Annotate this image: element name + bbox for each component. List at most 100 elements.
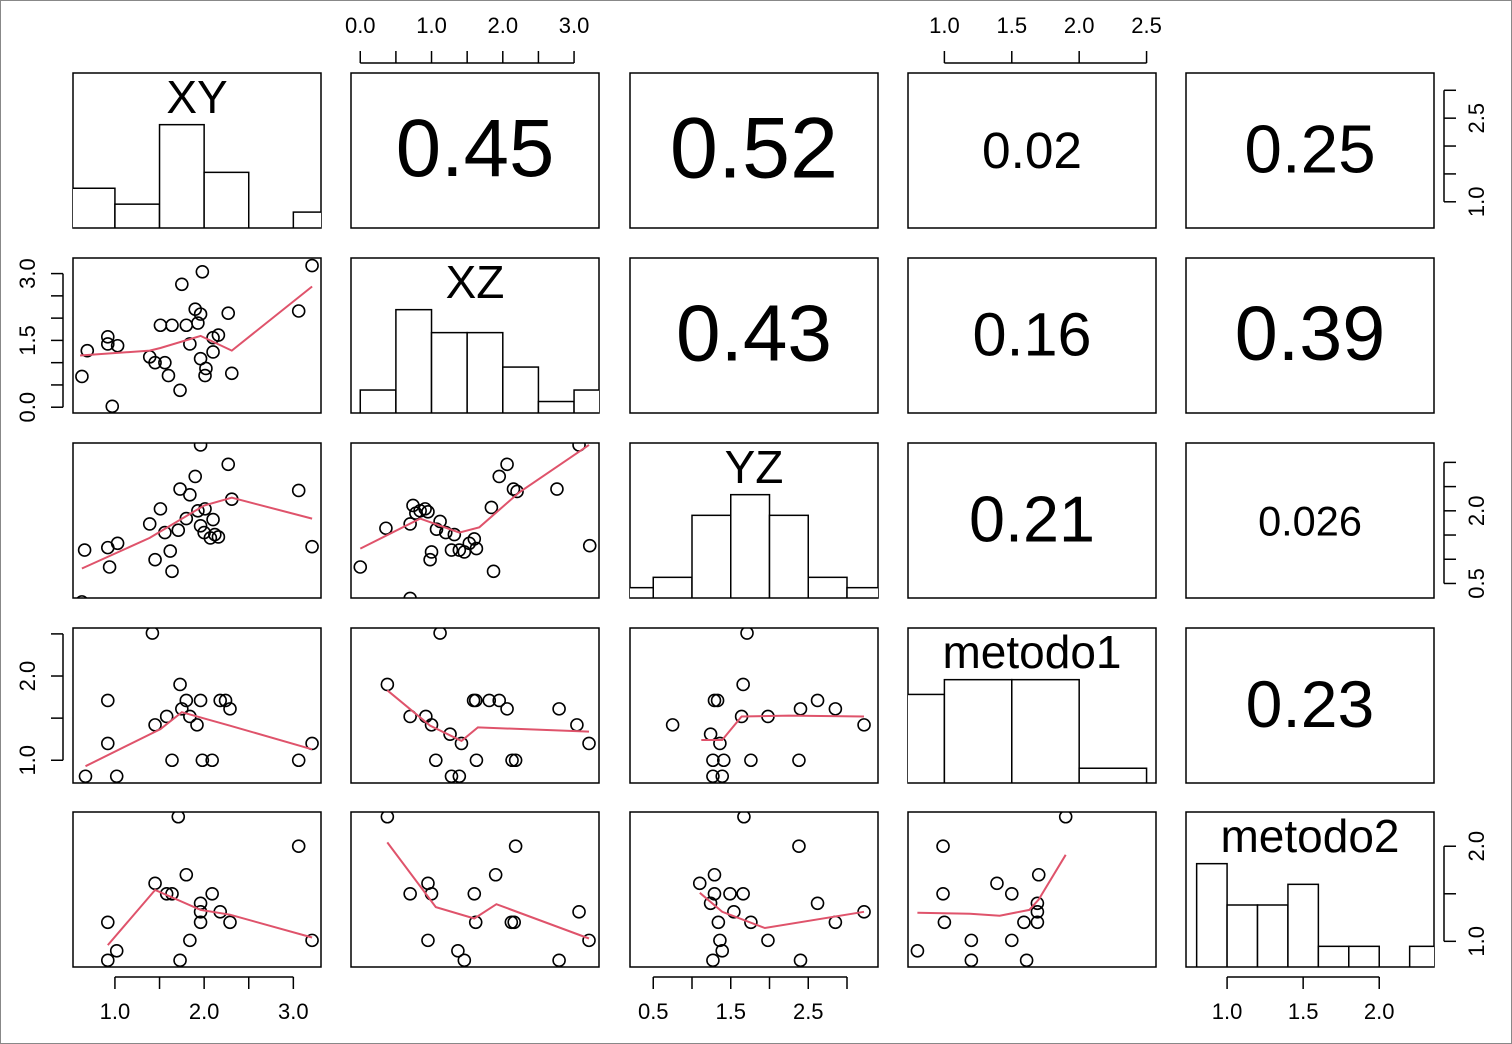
scatter-panel: [76, 443, 319, 598]
point: [224, 366, 239, 381]
variable-label: YZ: [725, 441, 784, 493]
point: [305, 736, 319, 751]
correlation: 0.39: [1235, 291, 1385, 377]
hist-bar: [846, 586, 878, 598]
point: [736, 677, 750, 692]
point: [500, 457, 514, 472]
point: [1017, 915, 1031, 930]
panel: [629, 72, 879, 229]
point: [1019, 953, 1034, 967]
scatter-panel: [910, 812, 1073, 967]
correlation: 0.23: [1246, 668, 1375, 742]
point: [221, 457, 236, 472]
point: [723, 886, 737, 901]
hist-bar: [1408, 945, 1434, 967]
point: [158, 355, 172, 370]
point: [191, 504, 205, 518]
point: [223, 702, 237, 716]
hist-bar: [466, 331, 504, 413]
smooth-line: [81, 496, 313, 570]
point: [1030, 896, 1045, 911]
point: [467, 532, 482, 546]
histogram: [630, 493, 878, 598]
point: [205, 886, 219, 901]
point: [713, 736, 727, 751]
point: [710, 693, 725, 708]
point: [810, 693, 825, 708]
correlation: 0.43: [676, 288, 832, 378]
point: [418, 502, 432, 516]
point: [403, 886, 417, 901]
point: [736, 886, 750, 901]
panel: [1185, 627, 1435, 784]
tick-label: 2.5: [1464, 103, 1489, 134]
point: [552, 702, 566, 716]
point: [582, 736, 596, 751]
point: [706, 953, 720, 967]
point: [179, 867, 194, 882]
point: [444, 543, 459, 557]
point: [195, 753, 210, 768]
tick-label: 1.5: [996, 13, 1027, 38]
point: [211, 328, 226, 342]
point: [482, 693, 497, 708]
panel: [907, 442, 1157, 599]
scatter-panel: [75, 258, 319, 413]
point: [110, 338, 125, 353]
panel: [350, 72, 600, 229]
point: [447, 527, 462, 542]
variable-label: XZ: [446, 256, 505, 308]
point: [505, 753, 519, 768]
tick-label: 1.0: [416, 13, 447, 38]
point: [110, 536, 125, 551]
point: [500, 702, 514, 716]
hist-bar: [908, 693, 946, 783]
point: [213, 693, 227, 708]
point: [468, 915, 483, 930]
point: [190, 718, 204, 732]
hist-bar: [768, 514, 809, 598]
point: [291, 304, 306, 318]
tick-label: 1.0: [100, 999, 131, 1024]
tick-label: 3.0: [559, 13, 590, 38]
hist-bar: [73, 187, 116, 228]
variable-label: XY: [166, 71, 227, 123]
point: [1004, 886, 1019, 901]
hist-bar: [943, 678, 1013, 783]
point: [444, 769, 459, 783]
point: [193, 519, 208, 533]
point: [792, 753, 806, 768]
tick-label: 2.0: [1464, 831, 1489, 862]
scatter-panel: [380, 812, 596, 967]
point: [716, 753, 731, 768]
point: [1030, 915, 1045, 930]
point: [173, 953, 187, 967]
smooth-line: [701, 714, 865, 741]
point: [740, 628, 754, 640]
point: [507, 915, 521, 930]
point: [1004, 933, 1019, 948]
panel: [72, 627, 322, 784]
variable-label: metodo1: [942, 626, 1121, 678]
histogram: [1195, 862, 1434, 967]
hist-bar: [158, 123, 205, 228]
hist-bar: [114, 203, 161, 228]
point: [142, 517, 157, 531]
tick-label: 0.0: [345, 13, 376, 38]
panel: [629, 811, 879, 968]
hist-bar: [1256, 904, 1289, 967]
tick-label: 1.5: [1288, 999, 1319, 1024]
point: [744, 915, 758, 930]
point: [433, 514, 447, 529]
hist-bar: [537, 400, 575, 413]
point: [191, 316, 205, 330]
point: [707, 886, 722, 901]
smooth-line: [359, 444, 590, 550]
point: [484, 500, 499, 515]
point: [100, 693, 115, 708]
tick-label: 0.5: [638, 999, 669, 1024]
tick-label: 2.5: [1131, 13, 1162, 38]
point: [1058, 812, 1073, 824]
point: [175, 702, 189, 716]
point: [508, 839, 523, 854]
